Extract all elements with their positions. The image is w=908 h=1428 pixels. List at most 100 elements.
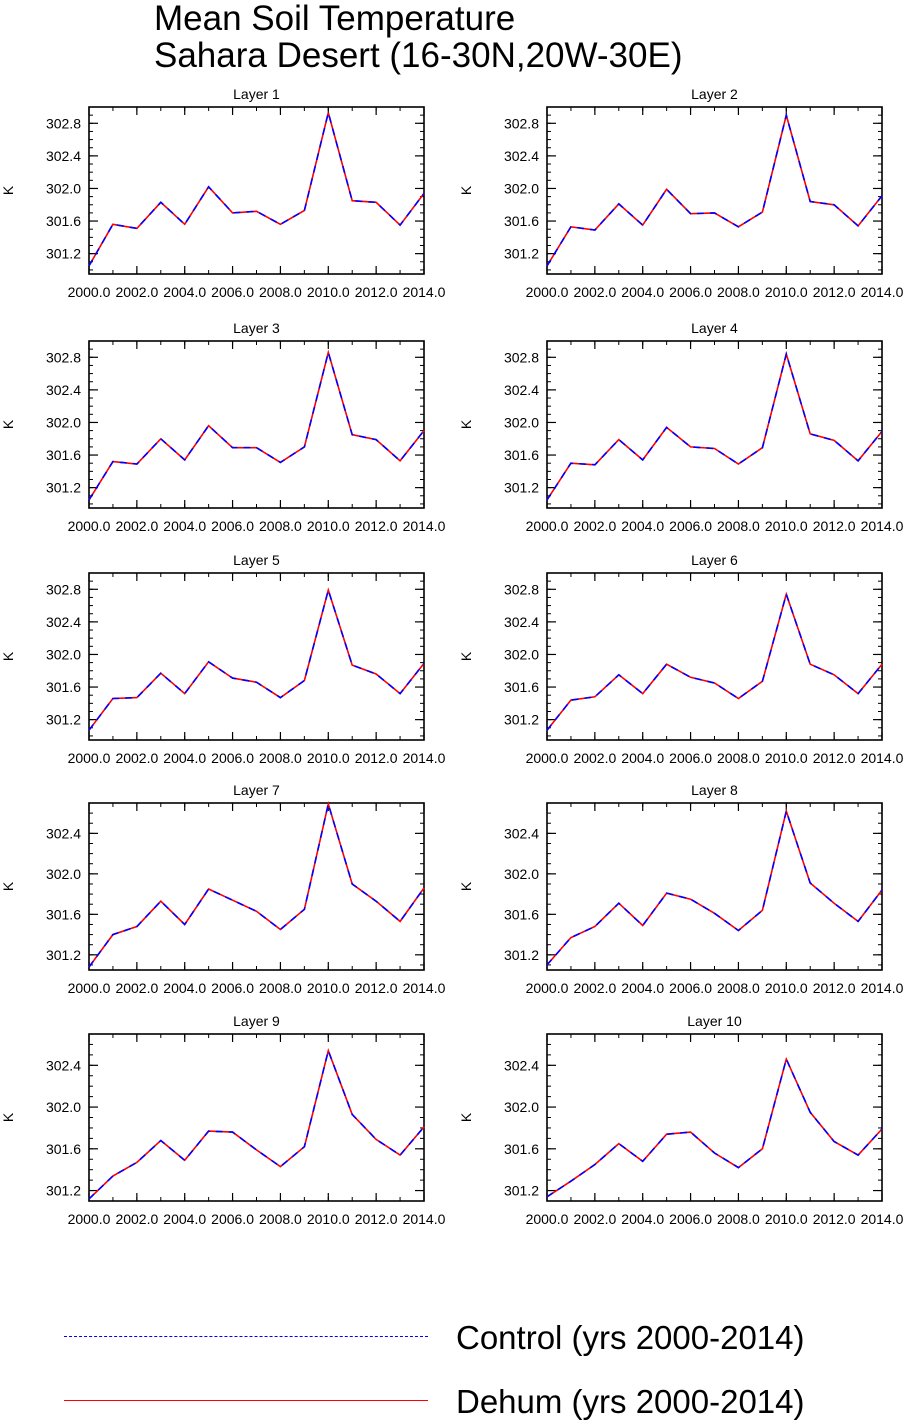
- x-tick-label: 2014.0: [403, 518, 446, 534]
- chart-panel-5: Layer 5 K 2000.0 2002.0 2004.0 2006.0 2008.0 20…: [0, 552, 446, 766]
- x-tick-label: 2000.0: [526, 980, 569, 996]
- y-tick-label: 301.2: [504, 1183, 539, 1199]
- x-tick-label: 2008.0: [717, 750, 760, 766]
- x-tick-label: 2014.0: [403, 284, 446, 300]
- series-line-dehum: [88, 112, 425, 267]
- series-line-control: [546, 351, 883, 501]
- x-tick-label: 2000.0: [526, 1211, 569, 1227]
- figure-title-line-1: Mean Soil Temperature: [154, 0, 516, 38]
- plot-frame: [88, 572, 425, 741]
- x-tick-label: 2006.0: [211, 750, 254, 766]
- panel-title: Layer 7: [233, 782, 280, 798]
- chart-panel-9: Layer 9 K 2000.0 2002.0 2004.0 2006.0 2008.0 20…: [0, 1013, 446, 1227]
- series-line-control: [88, 800, 425, 968]
- plot-frame: [546, 1033, 883, 1202]
- y-tick-label: 302.4: [46, 614, 81, 630]
- x-tick-label: 2010.0: [307, 284, 350, 300]
- y-tick-label: 302.4: [46, 382, 81, 398]
- y-tick-label: 301.2: [504, 246, 539, 262]
- y-tick-label: 302.0: [46, 1099, 81, 1115]
- x-tick-label: 2008.0: [259, 1211, 302, 1227]
- x-tick-label: 2004.0: [163, 284, 206, 300]
- legend-label-dehum: Dehum (yrs 2000-2014): [456, 1383, 805, 1420]
- x-tick-label: 2002.0: [573, 980, 616, 996]
- x-tick-label: 2002.0: [115, 980, 158, 996]
- plot-frame: [88, 106, 425, 275]
- y-axis-label: K: [458, 1112, 474, 1122]
- plot-frame: [546, 572, 883, 741]
- y-tick-label: 301.6: [504, 1141, 539, 1157]
- x-tick-label: 2002.0: [115, 284, 158, 300]
- y-tick-label: 302.4: [504, 382, 539, 398]
- chart-panel-4: Layer 4 K 2000.0 2002.0 2004.0 2006.0 2008.0 20…: [458, 320, 904, 534]
- x-tick-label: 2004.0: [163, 750, 206, 766]
- plot-frame: [546, 106, 883, 275]
- series-line-dehum: [88, 800, 425, 968]
- panel-title: Layer 5: [233, 552, 280, 568]
- x-tick-label: 2012.0: [355, 1211, 398, 1227]
- y-tick-label: 302.8: [504, 349, 539, 365]
- x-tick-label: 2002.0: [573, 518, 616, 534]
- x-tick-label: 2014.0: [403, 1211, 446, 1227]
- x-tick-label: 2012.0: [355, 980, 398, 996]
- panel-title: Layer 8: [691, 782, 738, 798]
- y-tick-label: 301.2: [46, 480, 81, 496]
- y-tick-label: 301.6: [46, 447, 81, 463]
- y-tick-label: 301.6: [46, 679, 81, 695]
- y-tick-label: 301.2: [504, 947, 539, 963]
- y-tick-label: 302.4: [504, 1057, 539, 1073]
- x-tick-label: 2000.0: [68, 1211, 111, 1227]
- x-tick-label: 2004.0: [621, 750, 664, 766]
- x-tick-label: 2004.0: [621, 518, 664, 534]
- x-tick-label: 2010.0: [765, 750, 808, 766]
- x-tick-label: 2004.0: [163, 518, 206, 534]
- x-tick-label: 2004.0: [163, 1211, 206, 1227]
- x-tick-label: 2008.0: [259, 284, 302, 300]
- series-line-dehum: [546, 808, 883, 966]
- plot-frame: [88, 1033, 425, 1202]
- series-line-dehum: [546, 591, 883, 731]
- y-tick-label: 302.4: [504, 614, 539, 630]
- x-tick-label: 2014.0: [861, 284, 904, 300]
- x-tick-label: 2006.0: [211, 1211, 254, 1227]
- x-tick-label: 2010.0: [765, 980, 808, 996]
- series-line-dehum: [546, 111, 883, 267]
- x-tick-label: 2010.0: [307, 518, 350, 534]
- legend-swatch-control: [64, 1336, 428, 1337]
- x-tick-label: 2002.0: [573, 1211, 616, 1227]
- y-tick-label: 301.6: [46, 1141, 81, 1157]
- y-axis-label: K: [458, 419, 474, 429]
- panel-title: Layer 4: [691, 320, 738, 336]
- x-tick-label: 2006.0: [211, 980, 254, 996]
- x-tick-label: 2006.0: [669, 750, 712, 766]
- x-tick-label: 2002.0: [115, 518, 158, 534]
- y-tick-label: 301.6: [504, 679, 539, 695]
- y-axis-label: K: [458, 651, 474, 661]
- chart-panel-8: Layer 8 K 2000.0 2002.0 2004.0 2006.0 2008.0 20…: [458, 782, 904, 996]
- y-tick-label: 302.8: [46, 115, 81, 131]
- y-tick-label: 302.8: [46, 349, 81, 365]
- series-line-control: [88, 112, 425, 267]
- x-tick-label: 2008.0: [259, 518, 302, 534]
- y-axis-label: K: [458, 185, 474, 195]
- y-tick-label: 302.0: [504, 646, 539, 662]
- y-tick-label: 302.0: [504, 180, 539, 196]
- y-tick-label: 302.4: [46, 1057, 81, 1073]
- x-tick-label: 2004.0: [621, 980, 664, 996]
- x-tick-label: 2010.0: [765, 1211, 808, 1227]
- x-tick-label: 2014.0: [861, 1211, 904, 1227]
- series-line-dehum: [546, 1056, 883, 1198]
- y-tick-label: 302.4: [504, 148, 539, 164]
- y-tick-label: 301.2: [504, 712, 539, 728]
- y-tick-label: 302.0: [504, 1099, 539, 1115]
- x-tick-label: 2006.0: [669, 518, 712, 534]
- series-line-control: [546, 1056, 883, 1198]
- x-tick-label: 2012.0: [813, 980, 856, 996]
- x-tick-label: 2014.0: [861, 980, 904, 996]
- x-tick-label: 2006.0: [211, 518, 254, 534]
- panel-title: Layer 9: [233, 1013, 280, 1029]
- y-tick-label: 302.4: [504, 825, 539, 841]
- x-tick-label: 2012.0: [355, 750, 398, 766]
- x-tick-label: 2012.0: [813, 750, 856, 766]
- legend-item-dehum: Dehum (yrs 2000-2014): [0, 1372, 908, 1428]
